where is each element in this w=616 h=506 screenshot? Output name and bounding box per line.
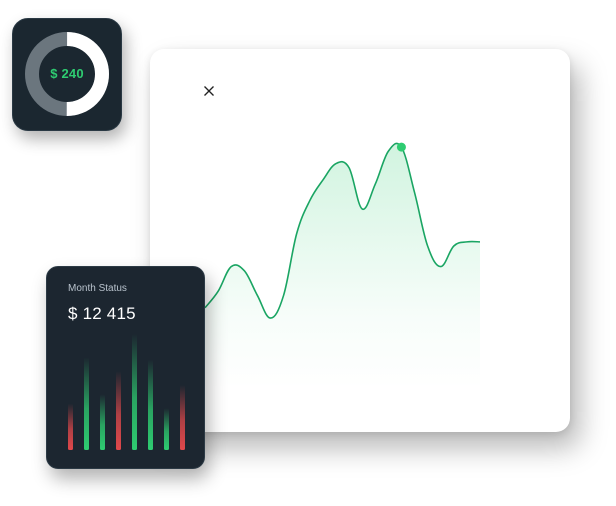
status-bar [116, 371, 121, 450]
status-bar [148, 359, 153, 450]
close-button[interactable] [200, 82, 218, 100]
status-bar [100, 394, 105, 450]
chart-line [204, 142, 481, 319]
status-amount: $ 12 415 [68, 304, 136, 323]
status-bar-chart [68, 334, 185, 450]
donut-card: $ 240 [12, 18, 122, 131]
donut-chart [25, 32, 109, 116]
donut-value: $ 240 [50, 66, 84, 81]
status-bar [68, 403, 73, 450]
status-bar [180, 385, 185, 450]
close-icon [204, 86, 214, 96]
status-bar [164, 408, 169, 450]
status-label: Month Status [68, 283, 127, 294]
chart-card [150, 49, 570, 432]
chart-peak-point [396, 142, 406, 152]
month-status-card: Month Status $ 12 415 [46, 266, 205, 469]
donut-fill [25, 32, 109, 116]
status-bar [84, 357, 89, 450]
status-bar [132, 334, 137, 450]
chart-area [205, 143, 480, 389]
area-chart [204, 142, 481, 389]
